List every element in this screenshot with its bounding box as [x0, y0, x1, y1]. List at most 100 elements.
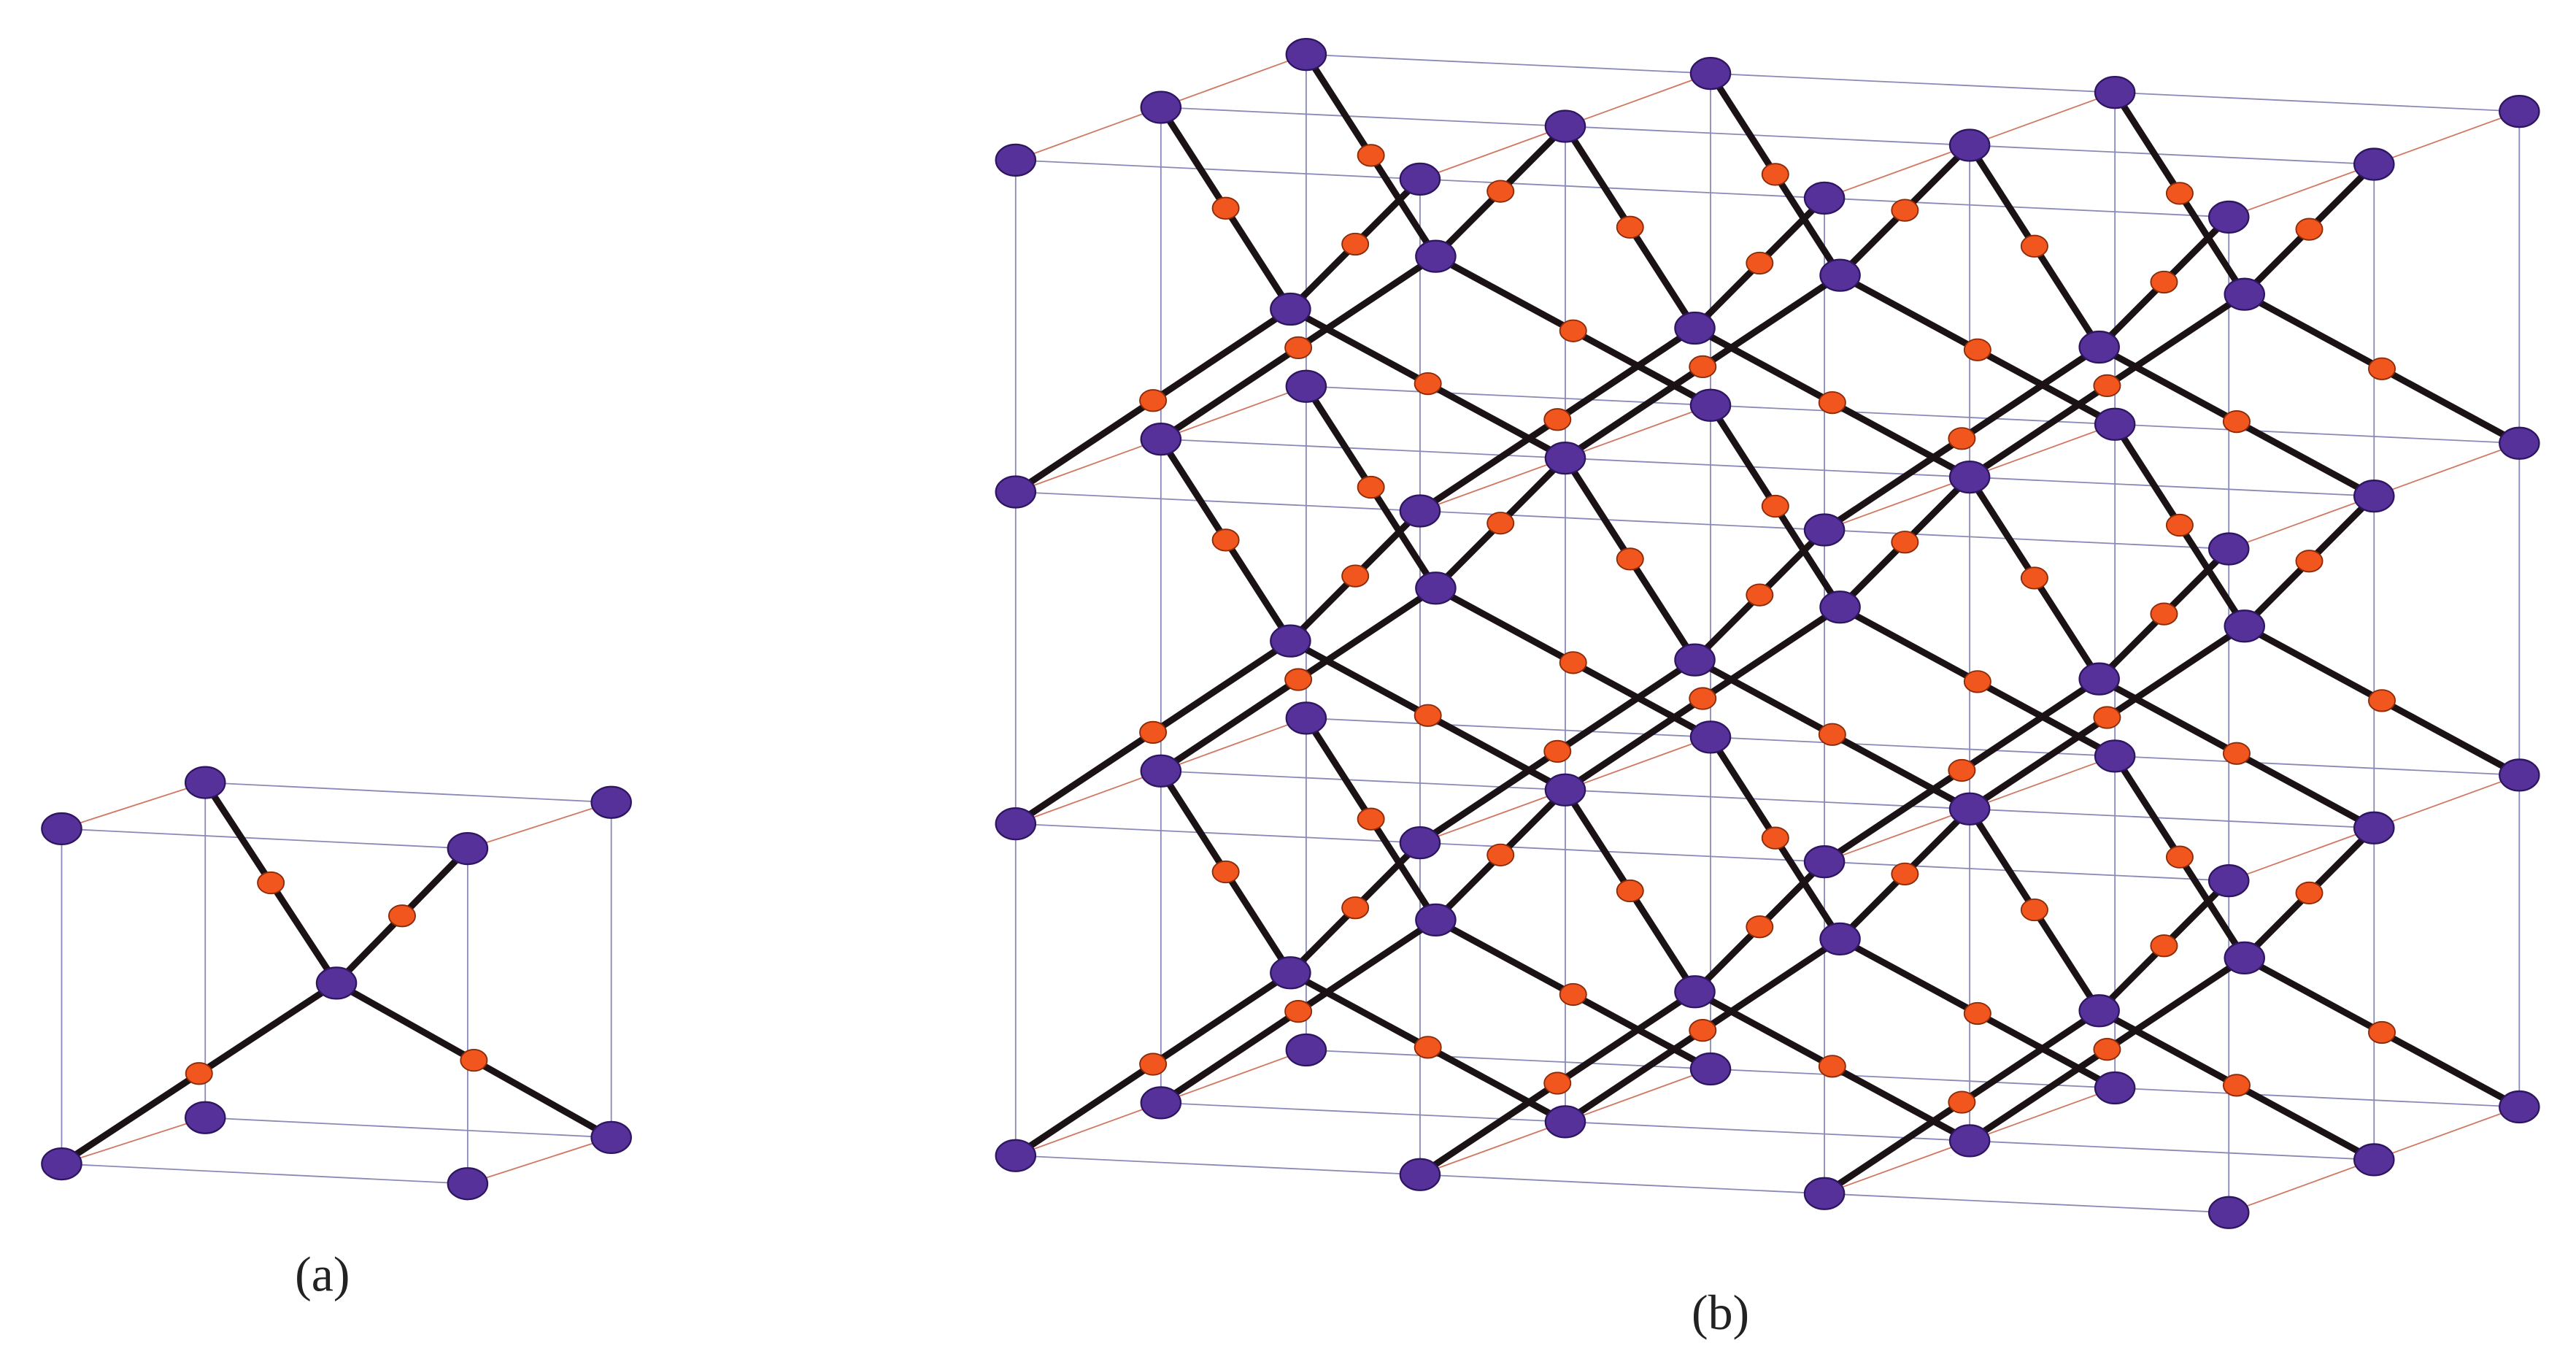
- anion-atom: [1357, 475, 1385, 499]
- anion-atom: [1616, 879, 1644, 903]
- cation-atom: [1270, 956, 1311, 990]
- cell-edge: [1419, 126, 1566, 180]
- cell-edge: [1014, 770, 1162, 825]
- cation-atom: [315, 966, 358, 1000]
- cell-edge: [1014, 1155, 1421, 1176]
- anion-atom: [2093, 706, 2121, 729]
- cell-edge: [1565, 404, 1711, 459]
- cell-edge: [1565, 736, 1711, 791]
- cation-atom: [2224, 941, 2265, 975]
- cell-edge: [1969, 145, 2375, 165]
- cell-edge: [466, 801, 612, 850]
- anion-atom: [1746, 915, 1774, 939]
- cell-edge: [1565, 126, 1971, 146]
- cell-edge: [1160, 1049, 1307, 1104]
- cell-edge: [1419, 1174, 1825, 1195]
- cation-atom: [1674, 643, 1716, 677]
- cation-atom: [1948, 792, 1991, 826]
- cell-edge: [1305, 385, 1711, 407]
- anion-atom: [2368, 357, 2396, 380]
- cation-atom: [1803, 845, 1846, 879]
- cell-edge: [1305, 1049, 1711, 1070]
- anion-atom: [1559, 319, 1587, 342]
- cation-atom: [1819, 922, 1861, 956]
- anion-atom: [1689, 1019, 1717, 1042]
- cation-atom: [1285, 369, 1327, 403]
- bonds: [58, 51, 2523, 1197]
- cell-edge: [1419, 842, 1825, 863]
- cation-atom: [590, 785, 632, 819]
- anion-atom: [1543, 1071, 1572, 1095]
- anion-atom: [2165, 182, 2194, 205]
- anion-atom: [2295, 550, 2324, 573]
- cation-atom: [2094, 739, 2136, 773]
- cell-edge: [61, 1163, 468, 1185]
- cation-atom: [2078, 994, 2120, 1028]
- anion-atom: [257, 871, 285, 895]
- cell-edge: [1014, 159, 1421, 180]
- cell-edge: [2114, 755, 2521, 776]
- cation-atom: [1285, 38, 1327, 72]
- cell-edge: [1710, 72, 2116, 93]
- cation-atom: [1140, 423, 1182, 456]
- cell-edge: [1419, 510, 1825, 531]
- cation-atom: [1674, 975, 1716, 1009]
- cation-atom: [2499, 426, 2540, 460]
- anion-atom: [2150, 602, 2178, 626]
- anion-atom: [185, 1062, 213, 1085]
- cation-atom: [1285, 701, 1327, 735]
- cation-atom: [2353, 811, 2395, 844]
- anion-atom: [1284, 336, 1313, 360]
- cell-edge: [1565, 457, 1971, 478]
- anion-atom: [1139, 1053, 1168, 1076]
- anion-atom: [1616, 547, 1644, 571]
- cell-edge: [1565, 1068, 1711, 1123]
- cation-atom: [1399, 494, 1441, 528]
- anion-atom: [1948, 427, 1976, 450]
- cell-edge: [1160, 770, 1566, 791]
- cation-atom: [1415, 903, 1457, 937]
- cation-atom: [1819, 258, 1861, 292]
- cell-edge: [1710, 1068, 2116, 1089]
- cell-edge: [1824, 808, 1971, 863]
- cation-atom: [2078, 330, 2120, 364]
- anion-atom: [1559, 651, 1587, 674]
- anion-atom: [1963, 670, 1991, 693]
- cation-atom: [1948, 1124, 1991, 1158]
- anion-atom: [2150, 934, 2178, 958]
- cation-atom: [1544, 1105, 1586, 1139]
- cell-edge: [1419, 789, 1566, 844]
- cell-edge: [1160, 53, 1307, 108]
- cell-edge: [1305, 717, 1711, 738]
- cation-atom: [1270, 624, 1311, 658]
- anion-atom: [1486, 843, 1515, 866]
- cation-atom: [2094, 407, 2136, 441]
- cation-atom: [1544, 109, 1586, 143]
- atoms: [41, 38, 2540, 1229]
- cation-atom: [590, 1120, 632, 1155]
- anion-atom: [2093, 374, 2121, 398]
- cell-edge: [2373, 110, 2521, 165]
- cation-atom: [1140, 1086, 1182, 1120]
- anion-atom: [1948, 1090, 1976, 1114]
- cell-edge: [1969, 476, 2375, 497]
- cell-edge: [2114, 91, 2521, 112]
- anion-atom: [387, 904, 416, 928]
- cation-atom: [184, 766, 226, 799]
- anion-atom: [1543, 408, 1572, 431]
- anion-atom: [1891, 862, 1919, 885]
- cell-edge: [2373, 442, 2521, 497]
- cation-atom: [1399, 826, 1441, 860]
- cell-edge: [1710, 736, 2116, 757]
- anion-atom: [1284, 668, 1313, 691]
- cell-edge: [1969, 1140, 2375, 1161]
- cell-edge: [1824, 197, 2230, 218]
- cation-atom: [2353, 480, 2395, 513]
- anion-atom: [2295, 881, 2324, 904]
- cation-atom: [1803, 1177, 1846, 1210]
- cation-atom: [1689, 720, 1732, 754]
- cation-atom: [1399, 1158, 1441, 1191]
- anion-atom: [1414, 372, 1442, 396]
- cell-edge: [1160, 438, 1566, 459]
